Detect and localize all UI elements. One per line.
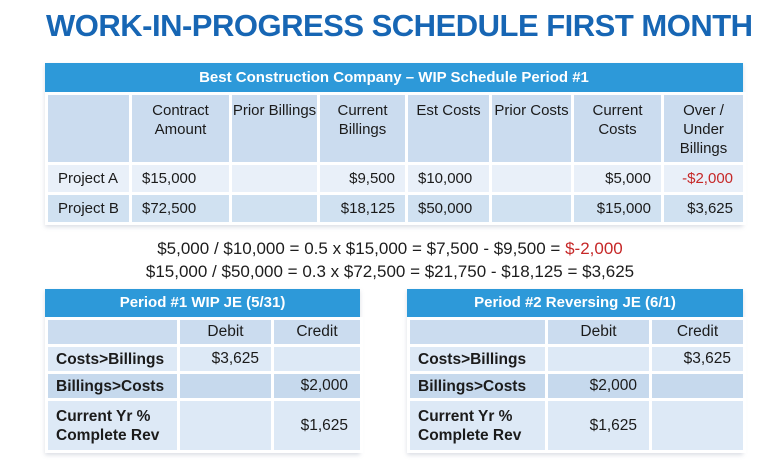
formula-line-2: $15,000 / $50,000 = 0.3 x $72,500 = $21,…	[0, 260, 780, 283]
page-title: WORK-IN-PROGRESS SCHEDULE FIRST MONTH	[46, 8, 753, 43]
cell-debit: $2,000	[545, 371, 652, 401]
row-label: Costs>Billings	[407, 344, 548, 374]
cell-credit	[649, 398, 746, 453]
column-header-current-costs: Current Costs	[571, 92, 664, 165]
cell-current-billings: $18,125	[317, 192, 408, 225]
column-header-credit: Credit	[649, 317, 746, 347]
wip-table-grid: Contract Amount Prior Billings Current B…	[45, 92, 746, 225]
cell-credit: $2,000	[271, 371, 363, 401]
row-label: Project B	[45, 192, 132, 225]
cell-prior-costs	[489, 192, 574, 225]
wip-table-title-band: Best Construction Company – WIP Schedule…	[45, 63, 743, 92]
cell-current-costs: $15,000	[571, 192, 664, 225]
column-header-blank	[45, 92, 132, 165]
row-label: Project A	[45, 162, 132, 195]
cell-prior-costs	[489, 162, 574, 195]
table-row-costs-billings: Costs>Billings $3,625	[407, 344, 746, 374]
column-header-blank	[407, 317, 548, 347]
table-row-project-a: Project A $15,000 $9,500 $10,000 $5,000 …	[45, 162, 746, 195]
formula-block: $5,000 / $10,000 = 0.5 x $15,000 = $7,50…	[0, 237, 780, 283]
journal2-grid: Debit Credit Costs>Billings $3,625 Billi…	[407, 317, 746, 453]
cell-current-billings: $9,500	[317, 162, 408, 195]
row-label: Current Yr % Complete Rev	[407, 398, 548, 453]
journal-tables: Period #1 WIP JE (5/31) Debit Credit Cos…	[45, 289, 746, 453]
column-header-credit: Credit	[271, 317, 363, 347]
row-label: Billings>Costs	[407, 371, 548, 401]
formula-text: $5,000 / $10,000 = 0.5 x $15,000 = $7,50…	[157, 239, 566, 258]
journal1-header-row: Debit Credit	[45, 317, 363, 347]
cell-contract-amount: $72,500	[129, 192, 232, 225]
cell-credit: $1,625	[271, 398, 363, 453]
cell-prior-billings	[229, 192, 320, 225]
row-label: Current Yr % Complete Rev	[45, 398, 180, 453]
table-row-current-yr-complete-rev: Current Yr % Complete Rev $1,625	[407, 398, 746, 453]
wip-header-row: Contract Amount Prior Billings Current B…	[45, 92, 746, 165]
cell-debit	[545, 344, 652, 374]
journal2-title-band: Period #2 Reversing JE (6/1)	[407, 289, 743, 317]
column-header-over-under-billings: Over / Under Billings	[661, 92, 746, 165]
journal2-header-row: Debit Credit	[407, 317, 746, 347]
formula-result-negative: $-2,000	[565, 239, 623, 258]
cell-prior-billings	[229, 162, 320, 195]
column-header-current-billings: Current Billings	[317, 92, 408, 165]
table-row-billings-costs: Billings>Costs $2,000	[407, 371, 746, 401]
cell-est-costs: $50,000	[405, 192, 492, 225]
cell-credit	[649, 371, 746, 401]
column-header-blank	[45, 317, 180, 347]
column-header-est-costs: Est Costs	[405, 92, 492, 165]
cell-debit: $3,625	[177, 344, 274, 374]
formula-line-1: $5,000 / $10,000 = 0.5 x $15,000 = $7,50…	[0, 237, 780, 260]
column-header-debit: Debit	[545, 317, 652, 347]
cell-contract-amount: $15,000	[129, 162, 232, 195]
cell-debit: $1,625	[545, 398, 652, 453]
row-label: Costs>Billings	[45, 344, 180, 374]
column-header-prior-billings: Prior Billings	[229, 92, 320, 165]
table-row-project-b: Project B $72,500 $18,125 $50,000 $15,00…	[45, 192, 746, 225]
cell-est-costs: $10,000	[405, 162, 492, 195]
journal-table-period1: Period #1 WIP JE (5/31) Debit Credit Cos…	[45, 289, 363, 453]
formula-result: $3,625	[582, 262, 635, 281]
cell-over-under-billings: -$2,000	[661, 162, 746, 195]
column-header-prior-costs: Prior Costs	[489, 92, 574, 165]
cell-debit	[177, 371, 274, 401]
table-row-current-yr-complete-rev: Current Yr % Complete Rev $1,625	[45, 398, 363, 453]
cell-credit: $3,625	[649, 344, 746, 374]
formula-text: $15,000 / $50,000 = 0.3 x $72,500 = $21,…	[145, 262, 583, 281]
cell-over-under-billings: $3,625	[661, 192, 746, 225]
table-row-costs-billings: Costs>Billings $3,625	[45, 344, 363, 374]
row-label: Billings>Costs	[45, 371, 180, 401]
journal1-grid: Debit Credit Costs>Billings $3,625 Billi…	[45, 317, 363, 453]
table-row-billings-costs: Billings>Costs $2,000	[45, 371, 363, 401]
column-header-debit: Debit	[177, 317, 274, 347]
column-header-contract-amount: Contract Amount	[129, 92, 232, 165]
journal-table-period2: Period #2 Reversing JE (6/1) Debit Credi…	[407, 289, 746, 453]
journal1-title-band: Period #1 WIP JE (5/31)	[45, 289, 360, 317]
cell-current-costs: $5,000	[571, 162, 664, 195]
cell-credit	[271, 344, 363, 374]
wip-schedule-table: Best Construction Company – WIP Schedule…	[45, 63, 746, 225]
cell-debit	[177, 398, 274, 453]
